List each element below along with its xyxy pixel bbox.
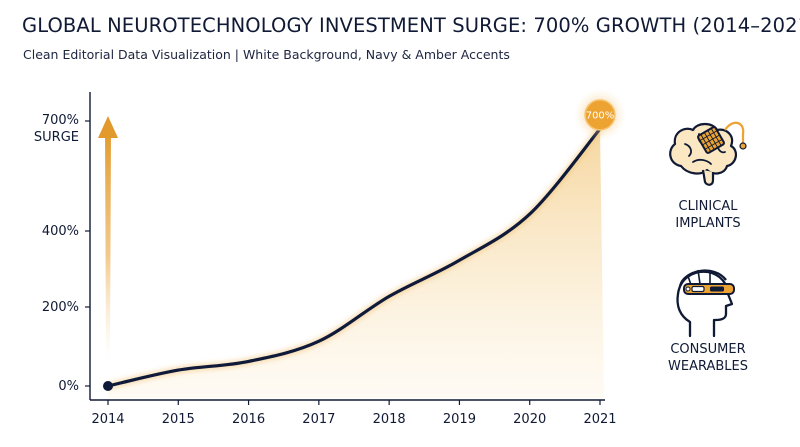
x-tick-label: 2017 [302, 412, 335, 427]
brain-chip-icon [663, 118, 753, 192]
consumer-wearables-label-line2: WEARABLES [668, 359, 748, 374]
headset-wearable-icon [666, 262, 746, 340]
y-tick-label-secondary: SURGE [34, 130, 79, 145]
clinical-implants-label-line2: IMPLANTS [675, 216, 741, 231]
peak-marker [584, 99, 616, 131]
clinical-implants-label: CLINICAL IMPLANTS [648, 198, 768, 232]
y-tick-label: 400% [42, 224, 79, 239]
chart-title: GLOBAL NEUROTECHNOLOGY INVESTMENT SURGE:… [22, 14, 800, 37]
x-tick-label: 2021 [583, 412, 616, 427]
x-tick-label: 2019 [443, 412, 476, 427]
series-line [106, 127, 602, 388]
x-tick-label: 2018 [373, 412, 406, 427]
consumer-wearables-label: CONSUMER WEARABLES [648, 341, 768, 375]
clinical-implants-label-line1: CLINICAL [678, 199, 738, 214]
chart-subtitle: Clean Editorial Data Visualization | Whi… [23, 47, 510, 62]
x-tick-label: 2020 [513, 412, 546, 427]
area-fill [108, 128, 604, 398]
x-tick-label: 2016 [232, 412, 265, 427]
surge-arrow-icon [98, 116, 118, 360]
start-point [103, 381, 113, 391]
x-tick-label: 2014 [91, 412, 124, 427]
peak-label: 700% [586, 110, 615, 121]
y-tick-label: 200% [42, 300, 79, 315]
x-tick-label: 2015 [162, 412, 195, 427]
consumer-wearables-label-line1: CONSUMER [670, 342, 746, 357]
y-tick-label: 0% [58, 379, 79, 394]
y-tick-label: 700% [42, 113, 79, 128]
